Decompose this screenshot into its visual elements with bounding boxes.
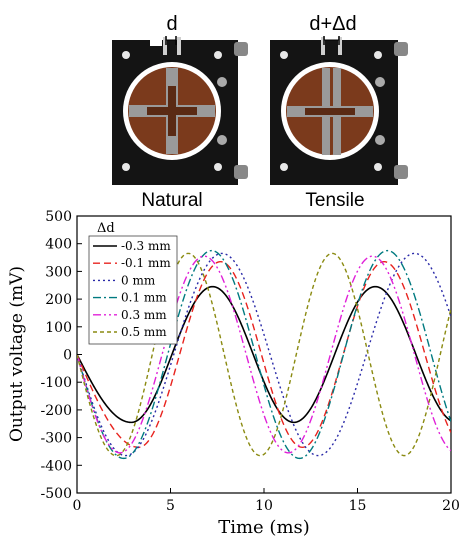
y-tick-label: 500 — [45, 209, 72, 225]
legend-title: Δd — [97, 221, 115, 236]
y-tick-label: 400 — [45, 237, 72, 253]
series-line-0 — [77, 285, 451, 424]
x-tick-label: 10 — [255, 498, 273, 514]
series-line-1 — [77, 261, 451, 449]
y-tick-label: 100 — [45, 320, 72, 336]
series-layer — [77, 249, 451, 460]
legend-label-0: -0.3 mm — [121, 239, 171, 253]
legend-label-1: -0.1 mm — [121, 256, 171, 270]
y-tick-label: -500 — [41, 486, 72, 502]
legend-label-5: 0.5 mm — [121, 325, 167, 339]
x-tick-label: 0 — [73, 498, 82, 514]
x-tick-label: 5 — [166, 498, 175, 514]
legend: Δd -0.3 mm -0.1 mm 0 mm 0.1 mm 0.3 mm 0.5 mm — [88, 221, 178, 345]
legend-label-2: 0 mm — [121, 273, 156, 287]
y-tick-label: 200 — [45, 292, 72, 308]
y-tick-label: -300 — [41, 431, 72, 447]
gap-marker-tensile — [323, 36, 340, 45]
y-tick-label: -400 — [41, 458, 72, 474]
gap-label-natural: d — [166, 13, 177, 35]
y-tick-label: 0 — [63, 348, 72, 364]
series-line-3 — [77, 249, 451, 460]
gap-marker-natural — [165, 36, 177, 45]
x-axis-label: Time (ms) — [218, 517, 310, 538]
photo-tensile — [270, 37, 408, 185]
legend-box — [88, 235, 178, 345]
series-line-5 — [77, 252, 451, 457]
y-tick-label: -100 — [41, 375, 72, 391]
y-tick-label: -200 — [41, 403, 72, 419]
photo-caption-natural: Natural — [141, 190, 202, 211]
x-tick-label: 15 — [349, 498, 367, 514]
series-line-4 — [77, 255, 451, 454]
series-line-2 — [77, 252, 451, 457]
photo-natural — [112, 37, 248, 185]
legend-label-3: 0.1 mm — [121, 291, 167, 305]
legend-label-4: 0.3 mm — [121, 308, 167, 322]
gap-label-tensile: d+Δd — [309, 13, 356, 35]
photo-caption-tensile: Tensile — [305, 190, 364, 211]
y-tick-label: 300 — [45, 264, 72, 280]
x-tick-label: 20 — [442, 498, 460, 514]
y-axis-label: Output voltage (mV) — [7, 266, 27, 442]
chart: 0 5 10 15 20 -500 -400 -300 -200 -100 0 100 200 300 40… — [7, 209, 460, 538]
ticks-layer: 0 5 10 15 20 -500 -400 -300 -200 -100 0 100 200 300 40… — [41, 209, 460, 514]
